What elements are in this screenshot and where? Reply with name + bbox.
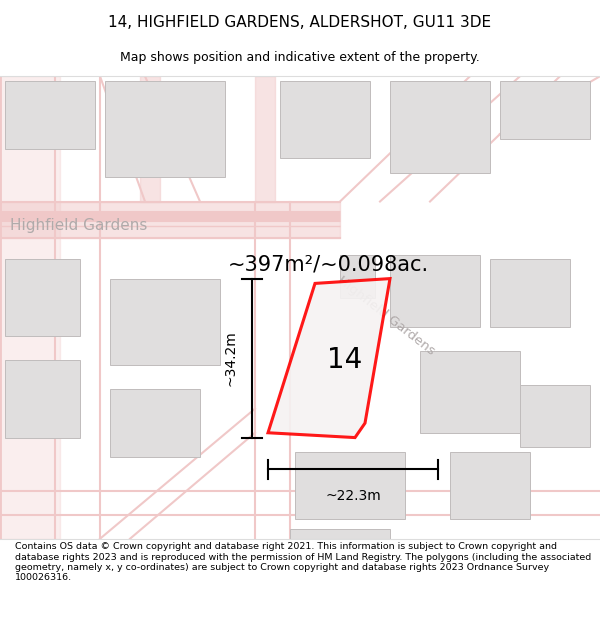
- Polygon shape: [140, 76, 160, 201]
- Polygon shape: [0, 76, 60, 539]
- Polygon shape: [490, 259, 570, 327]
- Text: 14: 14: [328, 346, 362, 374]
- Polygon shape: [500, 81, 590, 139]
- Polygon shape: [110, 389, 200, 457]
- Polygon shape: [340, 254, 375, 298]
- Polygon shape: [280, 81, 370, 158]
- Text: 14, HIGHFIELD GARDENS, ALDERSHOT, GU11 3DE: 14, HIGHFIELD GARDENS, ALDERSHOT, GU11 3…: [109, 16, 491, 31]
- Polygon shape: [268, 279, 390, 438]
- Polygon shape: [5, 81, 95, 149]
- Polygon shape: [420, 351, 520, 432]
- Text: ~34.2m: ~34.2m: [224, 330, 238, 386]
- Text: Contains OS data © Crown copyright and database right 2021. This information is : Contains OS data © Crown copyright and d…: [15, 542, 591, 582]
- Polygon shape: [110, 279, 220, 365]
- Polygon shape: [450, 452, 530, 519]
- Polygon shape: [5, 259, 80, 336]
- Text: Map shows position and indicative extent of the property.: Map shows position and indicative extent…: [120, 51, 480, 64]
- Polygon shape: [0, 201, 340, 238]
- Text: Highfield Gardens: Highfield Gardens: [335, 273, 437, 357]
- Text: ~22.3m: ~22.3m: [325, 489, 381, 502]
- Text: Highfield Gardens: Highfield Gardens: [10, 218, 148, 233]
- Polygon shape: [390, 81, 490, 172]
- Polygon shape: [390, 254, 480, 327]
- Polygon shape: [520, 384, 590, 448]
- Text: ~397m²/~0.098ac.: ~397m²/~0.098ac.: [228, 254, 429, 274]
- Polygon shape: [5, 361, 80, 438]
- Polygon shape: [295, 452, 405, 519]
- Polygon shape: [290, 529, 390, 539]
- Polygon shape: [255, 76, 275, 201]
- Polygon shape: [105, 81, 225, 178]
